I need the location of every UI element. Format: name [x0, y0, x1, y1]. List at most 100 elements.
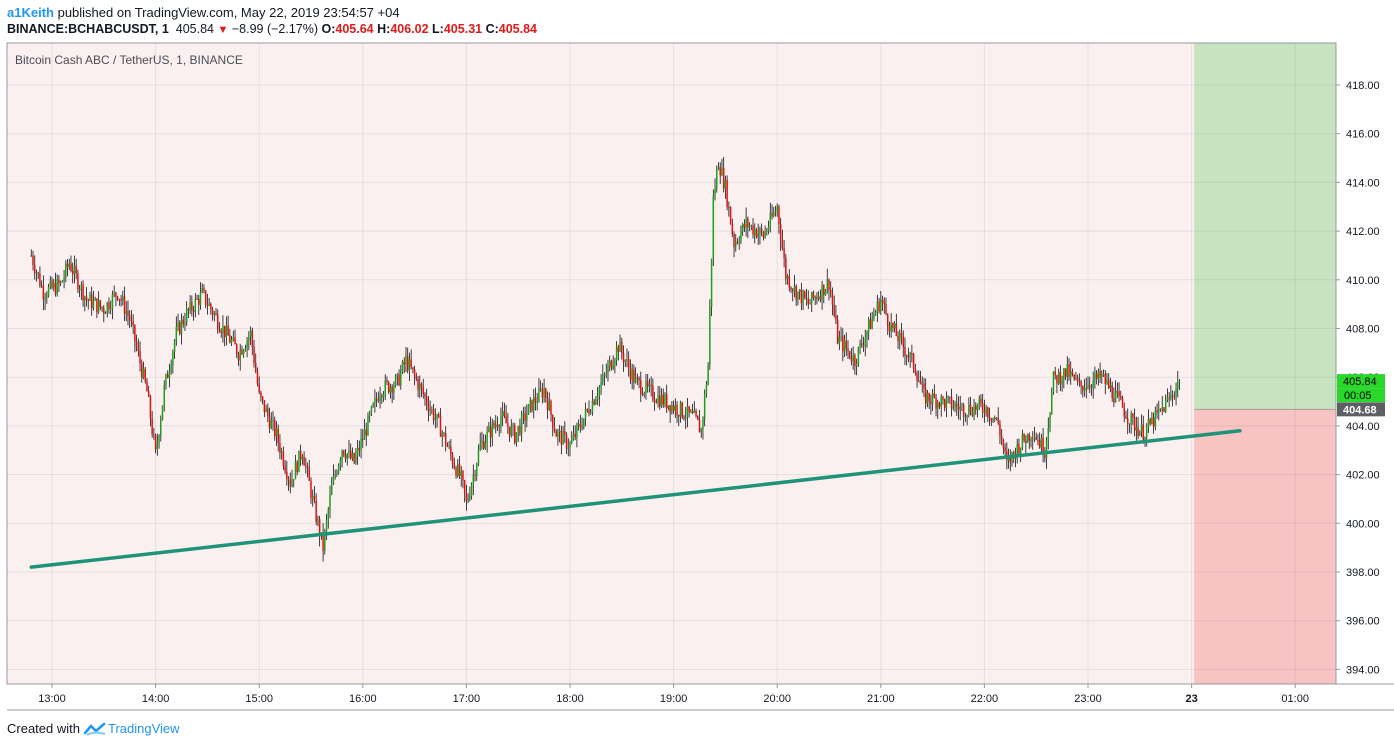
candle-body — [1154, 410, 1157, 427]
candle-body — [881, 299, 884, 303]
candle-body — [883, 302, 886, 305]
candle-body — [71, 270, 74, 274]
candle-body — [1159, 408, 1162, 410]
candle-body — [874, 311, 877, 316]
candle-body — [683, 416, 685, 419]
candle-body — [617, 346, 620, 352]
candle-body — [491, 422, 494, 438]
target-zone — [1194, 43, 1336, 410]
candle-body — [690, 411, 692, 413]
candle-body — [1040, 437, 1043, 448]
candle-body — [1073, 374, 1075, 379]
candle-body — [627, 359, 630, 368]
candle-body — [577, 423, 580, 425]
candle-body — [975, 405, 977, 411]
countdown-box — [1337, 388, 1385, 403]
candle-body — [790, 287, 792, 290]
candle-body — [1130, 413, 1132, 425]
candle-body — [836, 319, 839, 344]
candle-body — [317, 519, 319, 523]
candle-body — [203, 288, 205, 291]
candle-body — [489, 426, 492, 438]
candle-body — [199, 292, 202, 305]
tradingview-link[interactable]: TradingView — [107, 721, 180, 736]
candle-body — [1049, 414, 1051, 428]
candle-body — [393, 385, 395, 393]
candle-body — [1071, 371, 1074, 375]
change-value: −8.99 (−2.17%) — [231, 22, 319, 36]
y-tick-label: 394.00 — [1346, 664, 1380, 676]
candle-body — [515, 432, 518, 443]
candle-body — [258, 384, 260, 392]
candle-body — [272, 419, 274, 421]
low-value: 405.31 — [443, 22, 483, 36]
candle-body — [458, 463, 461, 476]
candle-body — [163, 385, 165, 406]
candle-body — [961, 404, 963, 406]
candle-body — [59, 282, 62, 284]
candle-body — [576, 424, 578, 438]
candle-body — [1106, 379, 1108, 384]
candle-body — [35, 272, 38, 274]
candle-body — [679, 402, 682, 417]
close-value: 405.84 — [498, 22, 538, 36]
candle-body — [448, 446, 450, 448]
candle-body — [220, 331, 222, 334]
candle-body — [907, 355, 910, 358]
candle-body — [401, 361, 404, 372]
candle-body — [30, 255, 33, 257]
candle-body — [919, 381, 922, 385]
candle-body — [983, 410, 986, 414]
candle-body — [175, 326, 178, 342]
candle-body — [672, 405, 675, 411]
candle-body — [1075, 377, 1077, 379]
candle-body — [978, 398, 980, 405]
candle-body — [493, 422, 495, 427]
candle-body — [97, 300, 100, 313]
candle-body — [432, 409, 435, 421]
candle-body — [75, 265, 77, 274]
candle-body — [398, 374, 400, 386]
author-link[interactable]: a1Keith — [7, 5, 54, 20]
candle-body — [292, 479, 295, 481]
candle-body — [772, 212, 775, 217]
candle-body — [885, 304, 887, 315]
candle-body — [1031, 438, 1034, 440]
candle-body — [82, 284, 84, 301]
candle-body — [629, 367, 632, 380]
candle-body — [564, 431, 566, 435]
candle-body — [805, 298, 808, 300]
candle-body — [141, 363, 143, 378]
candle-body — [512, 425, 514, 427]
candle-body — [1145, 426, 1148, 438]
candle-body — [513, 425, 516, 443]
candle-body — [1133, 417, 1136, 431]
x-tick-label: 14:00 — [142, 693, 170, 705]
candle-body — [890, 322, 892, 332]
candle-body — [914, 368, 917, 374]
candle-body — [1178, 381, 1181, 383]
candle-body — [232, 337, 235, 340]
candle-body — [895, 323, 898, 336]
candle-body — [52, 282, 55, 288]
candle-body — [1128, 423, 1131, 425]
candle-body — [703, 394, 706, 419]
candle-body — [249, 330, 252, 337]
candle-body — [484, 442, 487, 449]
candle-body — [463, 480, 466, 493]
candle-body — [474, 474, 476, 476]
candle-body — [854, 355, 856, 367]
candle-body — [810, 292, 813, 304]
candle-body — [256, 372, 259, 385]
candle-body — [505, 415, 507, 424]
candle-body — [149, 396, 152, 420]
candle-body — [988, 417, 991, 419]
candle-body — [1097, 371, 1100, 379]
candle-body — [1002, 440, 1005, 448]
candle-body — [1056, 375, 1058, 384]
candle-body — [120, 299, 122, 301]
candle-body — [1037, 440, 1039, 442]
candle-body — [1175, 388, 1177, 397]
candle-body — [40, 285, 43, 287]
